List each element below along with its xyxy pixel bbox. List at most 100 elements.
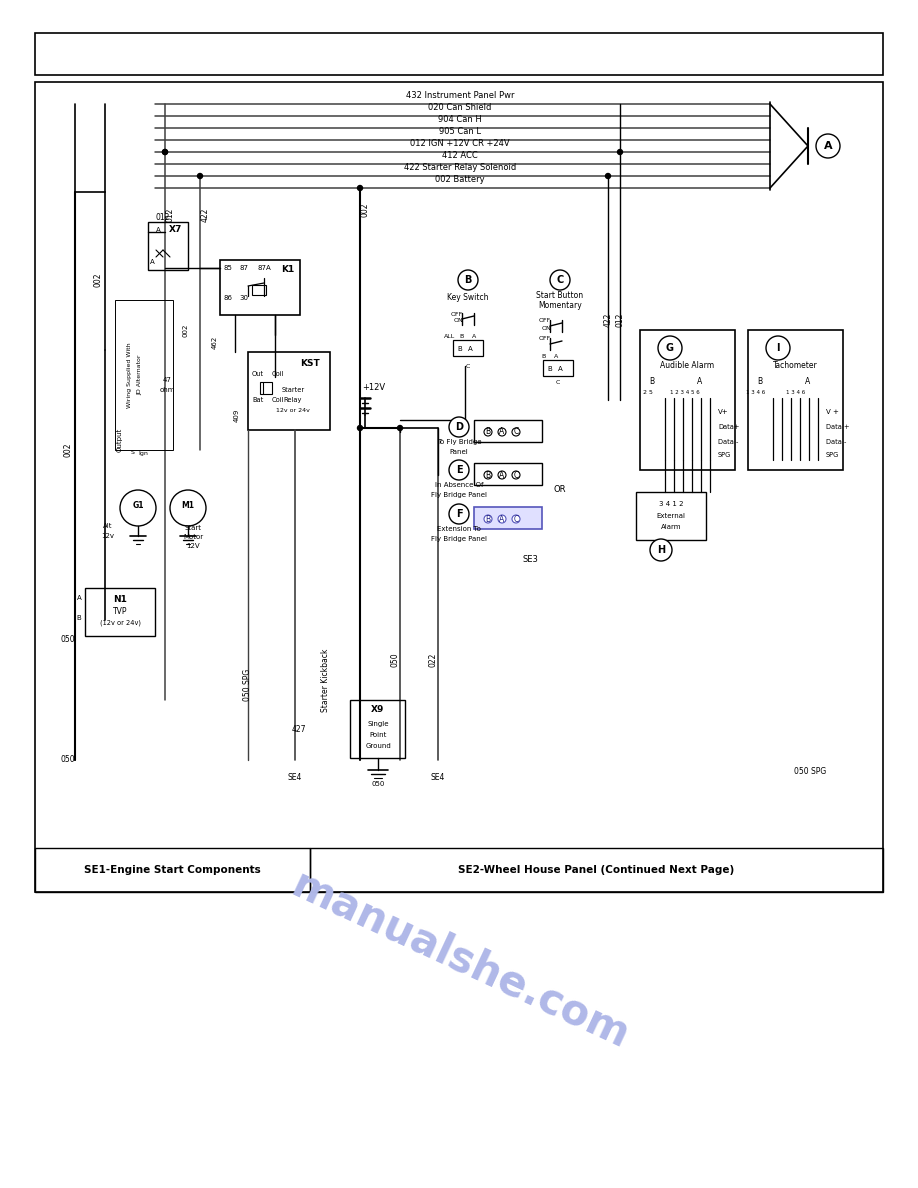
Text: OFF: OFF bbox=[539, 317, 551, 322]
Text: C: C bbox=[465, 364, 470, 368]
Circle shape bbox=[484, 470, 492, 479]
Text: C: C bbox=[513, 428, 519, 436]
Text: B: B bbox=[465, 274, 472, 285]
Text: 1 3 4 6: 1 3 4 6 bbox=[746, 390, 766, 394]
Text: Data +: Data + bbox=[826, 424, 849, 430]
Text: 002: 002 bbox=[361, 203, 370, 217]
Text: (12v or 24v): (12v or 24v) bbox=[99, 620, 140, 626]
Circle shape bbox=[766, 336, 790, 360]
Text: Momentary: Momentary bbox=[538, 302, 582, 310]
Text: Wiring Supplied With: Wiring Supplied With bbox=[128, 342, 132, 407]
Text: Ign: Ign bbox=[138, 450, 148, 455]
Text: 87: 87 bbox=[240, 265, 249, 271]
Circle shape bbox=[484, 516, 492, 523]
Circle shape bbox=[162, 150, 167, 154]
Text: OFF: OFF bbox=[539, 335, 551, 341]
Text: 47: 47 bbox=[162, 377, 172, 383]
Text: Starter Kickback: Starter Kickback bbox=[320, 649, 330, 712]
Text: B: B bbox=[757, 378, 763, 386]
Circle shape bbox=[550, 270, 570, 290]
Bar bbox=[35, 848, 310, 892]
Text: V +: V + bbox=[826, 409, 839, 415]
Text: 86: 86 bbox=[223, 295, 232, 301]
Text: Start: Start bbox=[185, 525, 201, 531]
Text: 002: 002 bbox=[182, 323, 188, 336]
Text: ON: ON bbox=[453, 318, 463, 323]
Text: 412 ACC: 412 ACC bbox=[442, 151, 478, 160]
Text: Single: Single bbox=[367, 721, 388, 727]
Text: F: F bbox=[455, 508, 463, 519]
Circle shape bbox=[449, 504, 469, 524]
Text: Bat: Bat bbox=[252, 397, 263, 403]
Circle shape bbox=[512, 516, 520, 523]
Bar bbox=[350, 700, 405, 758]
Text: B: B bbox=[76, 615, 82, 621]
Bar bbox=[474, 421, 542, 442]
Circle shape bbox=[512, 428, 520, 436]
Text: 002: 002 bbox=[94, 273, 103, 287]
Text: External: External bbox=[656, 513, 686, 519]
Bar bbox=[35, 33, 883, 75]
Text: 050: 050 bbox=[390, 652, 399, 668]
Bar bbox=[310, 848, 883, 892]
Text: OR: OR bbox=[554, 486, 566, 494]
Text: Relay: Relay bbox=[284, 397, 302, 403]
Text: A: A bbox=[805, 378, 811, 386]
Text: 002: 002 bbox=[63, 443, 73, 457]
Text: 427: 427 bbox=[292, 726, 307, 734]
Circle shape bbox=[170, 489, 206, 526]
Text: 432 Instrument Panel Pwr: 432 Instrument Panel Pwr bbox=[406, 91, 514, 100]
Text: SPG: SPG bbox=[826, 451, 839, 459]
Bar bbox=[474, 507, 542, 529]
Text: Start Button: Start Button bbox=[536, 291, 584, 301]
Text: 462: 462 bbox=[212, 335, 218, 348]
Circle shape bbox=[650, 539, 672, 561]
Text: OFF: OFF bbox=[451, 312, 463, 317]
Text: Alarm: Alarm bbox=[661, 524, 681, 530]
Bar bbox=[115, 301, 173, 450]
Text: Starter: Starter bbox=[282, 387, 305, 393]
Bar bbox=[220, 260, 300, 315]
Text: Tachometer: Tachometer bbox=[773, 360, 817, 369]
Text: 422: 422 bbox=[603, 312, 612, 327]
Text: 409: 409 bbox=[234, 409, 240, 422]
Text: 12v: 12v bbox=[102, 533, 115, 539]
Text: Fly Bridge Panel: Fly Bridge Panel bbox=[431, 536, 487, 542]
Text: In Absence Of: In Absence Of bbox=[435, 482, 483, 488]
Text: A: A bbox=[499, 470, 505, 480]
Text: M1: M1 bbox=[182, 500, 195, 510]
Text: A: A bbox=[76, 595, 82, 601]
Text: A: A bbox=[557, 366, 563, 372]
Text: manualshe.com: manualshe.com bbox=[285, 864, 635, 1057]
Text: SE2-Wheel House Panel (Continued Next Page): SE2-Wheel House Panel (Continued Next Pa… bbox=[458, 865, 734, 876]
Circle shape bbox=[618, 150, 622, 154]
Circle shape bbox=[357, 425, 363, 430]
Circle shape bbox=[498, 470, 506, 479]
Text: 3 4 1 2: 3 4 1 2 bbox=[659, 501, 683, 507]
Circle shape bbox=[449, 460, 469, 480]
Text: 012: 012 bbox=[615, 312, 624, 327]
Text: B: B bbox=[486, 514, 490, 524]
Text: 30: 30 bbox=[240, 295, 249, 301]
Text: Output: Output bbox=[117, 428, 123, 453]
Text: V+: V+ bbox=[718, 409, 729, 415]
Text: A: A bbox=[823, 141, 833, 151]
Text: 012: 012 bbox=[165, 208, 174, 222]
Text: TVP: TVP bbox=[113, 607, 128, 615]
Bar bbox=[148, 222, 188, 270]
Text: Audible Alarm: Audible Alarm bbox=[660, 360, 714, 369]
Text: Coil: Coil bbox=[272, 397, 285, 403]
Text: 050: 050 bbox=[61, 636, 75, 645]
Bar bbox=[748, 330, 843, 470]
Text: S: S bbox=[131, 450, 135, 455]
Text: X7: X7 bbox=[169, 226, 183, 234]
Text: 1 2 3 4 5 6: 1 2 3 4 5 6 bbox=[670, 390, 700, 394]
Circle shape bbox=[397, 425, 402, 430]
Text: Data+: Data+ bbox=[718, 424, 739, 430]
Text: A: A bbox=[698, 378, 702, 386]
Bar bbox=[85, 588, 155, 636]
Text: 87A: 87A bbox=[257, 265, 271, 271]
Text: SE4: SE4 bbox=[431, 773, 445, 783]
Text: 2 5: 2 5 bbox=[644, 390, 653, 394]
Text: Point: Point bbox=[369, 732, 386, 738]
